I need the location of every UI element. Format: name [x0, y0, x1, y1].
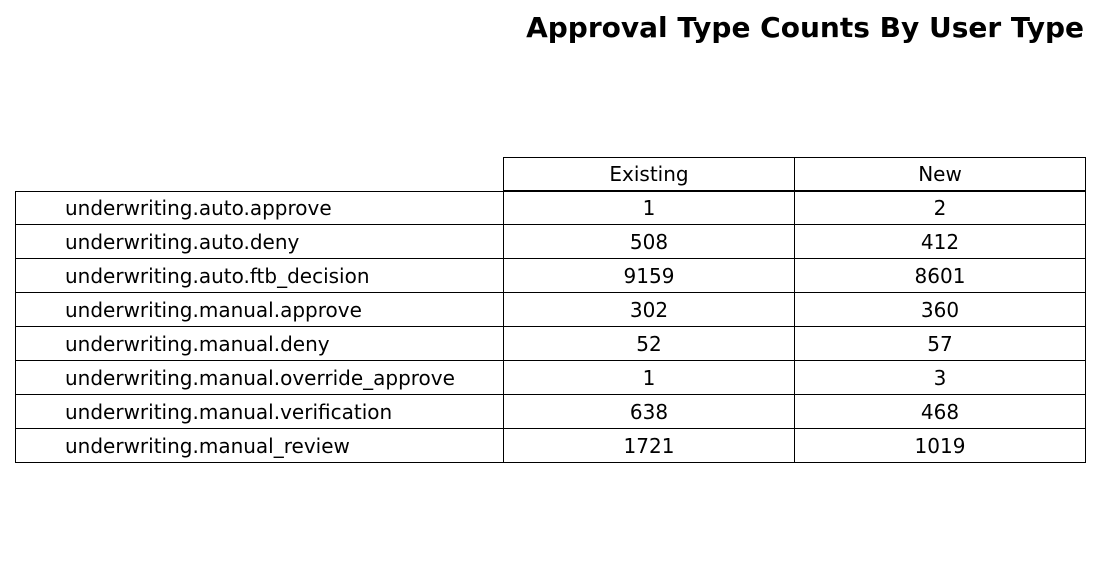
- table-row: underwriting.manual.verification 638 468: [15, 395, 1086, 429]
- row-label: underwriting.manual.override_approve: [15, 361, 503, 395]
- cell-new: 468: [794, 395, 1086, 429]
- row-label: underwriting.manual.verification: [15, 395, 503, 429]
- chart-title: Approval Type Counts By User Type: [526, 11, 1084, 44]
- cell-existing: 302: [503, 293, 794, 327]
- cell-new: 8601: [794, 259, 1086, 293]
- cell-new: 57: [794, 327, 1086, 361]
- column-header-existing: Existing: [503, 157, 794, 191]
- cell-existing: 1721: [503, 429, 794, 463]
- table-row: underwriting.auto.approve 1 2: [15, 191, 1086, 225]
- table-row: underwriting.manual.deny 52 57: [15, 327, 1086, 361]
- cell-new: 360: [794, 293, 1086, 327]
- cell-new: 1019: [794, 429, 1086, 463]
- cell-new: 3: [794, 361, 1086, 395]
- cell-existing: 1: [503, 191, 794, 225]
- table-corner-blank: [15, 157, 503, 191]
- table-body: underwriting.auto.approve 1 2 underwriting.…: [15, 191, 1086, 463]
- table-row: underwriting.auto.ftb_decision 9159 8601: [15, 259, 1086, 293]
- cell-existing: 9159: [503, 259, 794, 293]
- table-header-row: Existing New: [15, 157, 1086, 191]
- row-label: underwriting.manual.deny: [15, 327, 503, 361]
- table-row: underwriting.auto.deny 508 412: [15, 225, 1086, 259]
- cell-existing: 1: [503, 361, 794, 395]
- row-label: underwriting.auto.ftb_decision: [15, 259, 503, 293]
- cell-existing: 638: [503, 395, 794, 429]
- row-label: underwriting.manual.approve: [15, 293, 503, 327]
- cell-new: 412: [794, 225, 1086, 259]
- cell-new: 2: [794, 191, 1086, 225]
- table-row: underwriting.manual.override_approve 1 3: [15, 361, 1086, 395]
- row-label: underwriting.auto.deny: [15, 225, 503, 259]
- cell-existing: 52: [503, 327, 794, 361]
- row-label: underwriting.manual_review: [15, 429, 503, 463]
- row-label: underwriting.auto.approve: [15, 191, 503, 225]
- table-row: underwriting.manual.approve 302 360: [15, 293, 1086, 327]
- column-header-new: New: [794, 157, 1086, 191]
- data-table: Existing New underwriting.auto.approve 1 2…: [15, 157, 1086, 463]
- cell-existing: 508: [503, 225, 794, 259]
- table-row: underwriting.manual_review 1721 1019: [15, 429, 1086, 463]
